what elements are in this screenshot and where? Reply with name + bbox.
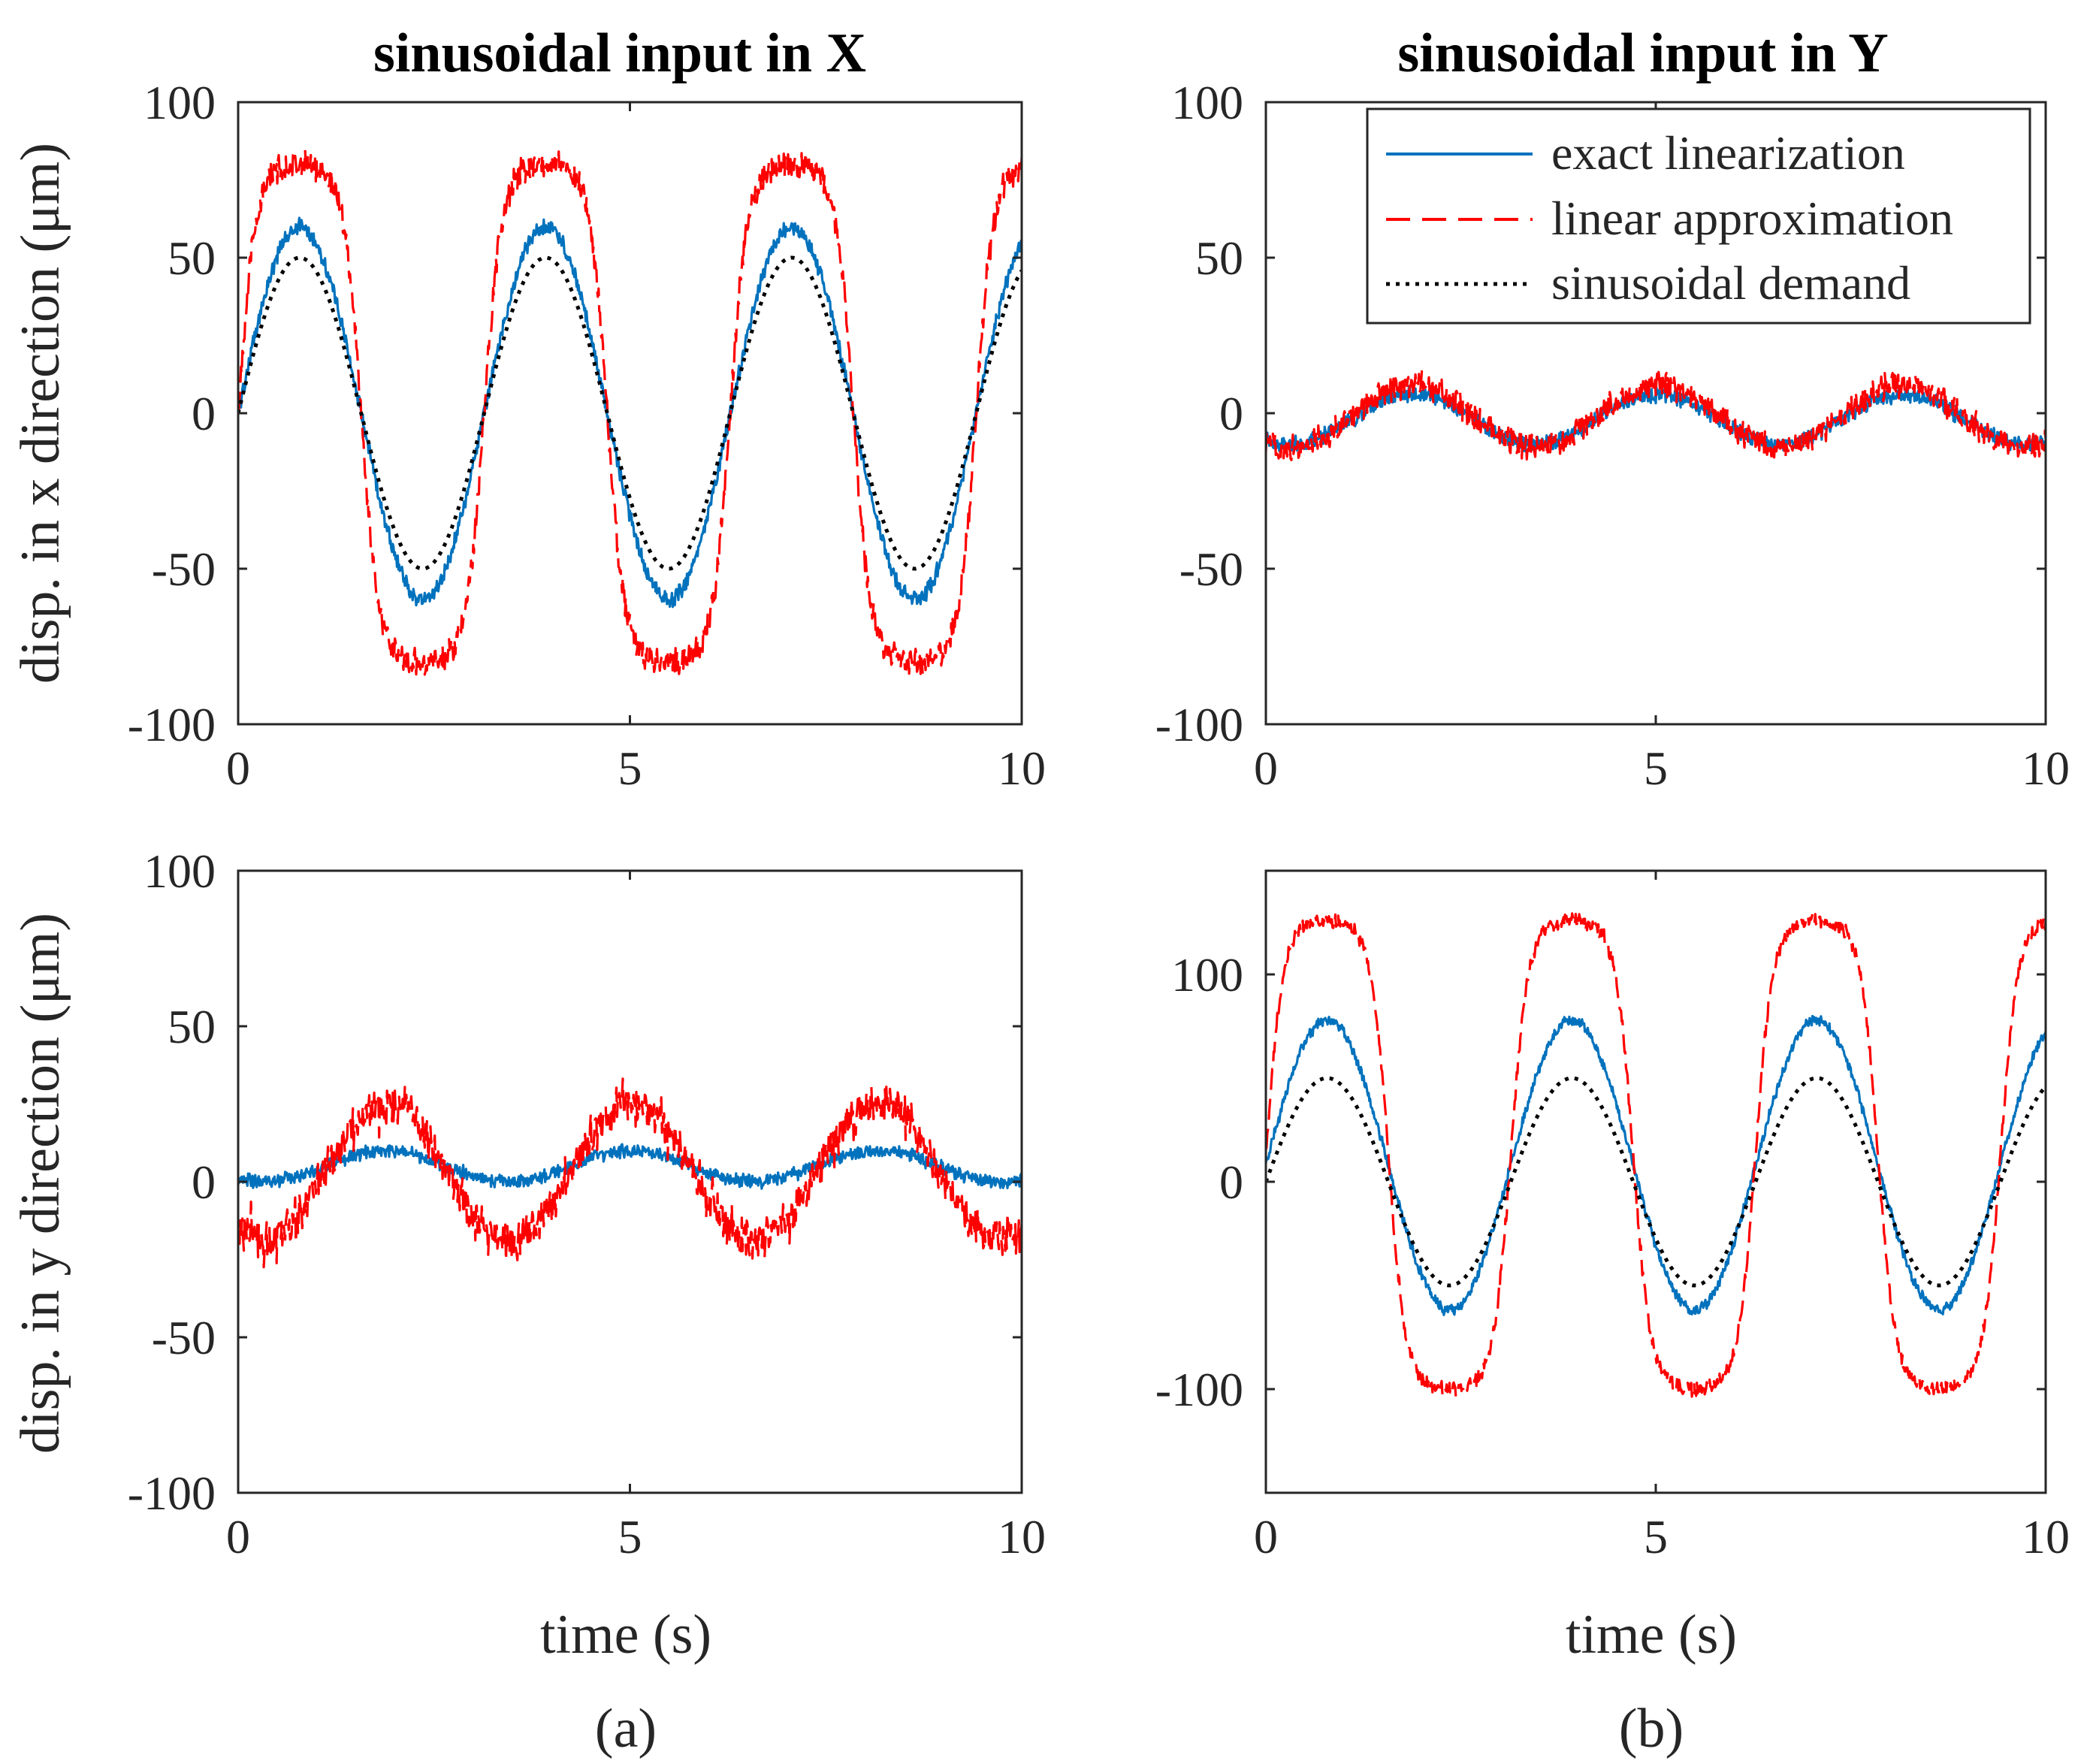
y-tick-label: 0 [1219,387,1243,440]
subfigure-label-b: (b) [1619,1698,1684,1759]
series-line-linear-approximation [238,148,1022,676]
series-line-exact-linearization [238,1143,1022,1190]
y-tick-label: 100 [143,844,216,898]
series-group [238,148,1022,676]
x-tick-label: 0 [226,742,250,795]
x-tick-label: 5 [1644,742,1668,795]
y-tick-label: 50 [1195,231,1243,285]
y-tick-label: 100 [1171,76,1243,129]
series-group [238,1077,1022,1269]
y-tick-label: 50 [168,1000,216,1053]
x-axis-title-b: time (s) [1566,1604,1737,1666]
plot-y-input-y-disp: 0 5 10 100 0 -100 [1155,869,2070,1563]
y-tick-label: -100 [128,1466,216,1520]
series-line-linear-approximation [1266,911,2046,1399]
plot-area [1266,871,2046,1493]
plot-x-input-x-disp: 0 5 10 100 50 0 -50 -100 [128,76,1046,795]
series-line-sinusoidal-demand [238,255,1022,571]
series-line-linear-approximation [1266,370,2046,461]
series-line-exact-linearization [1266,385,2046,453]
plot-x-input-y-disp: 0 5 10 100 50 0 -50 -100 [128,844,1046,1563]
legend-label-exact-linearization: exact linearization [1551,126,1905,180]
x-axis-title-a: time (s) [540,1604,711,1666]
plot-area [238,871,1022,1493]
series-group [1266,370,2046,461]
axes-frame [1264,101,2047,726]
x-tick-label: 0 [1254,1510,1278,1563]
y-tick-label: -100 [1155,698,1243,751]
subfigure-label-a: (a) [595,1698,657,1759]
x-tick-label: 0 [1254,742,1278,795]
plot-area [238,102,1022,724]
series-line-sinusoidal-demand [1266,1076,2046,1288]
x-tick-label: 0 [226,1510,250,1563]
x-tick-label: 10 [998,742,1046,795]
y-tick-label: -100 [128,698,216,751]
series-line-exact-linearization [1266,1014,2046,1316]
x-tick-label: 10 [2022,742,2070,795]
y-tick-label: -50 [1179,542,1243,596]
legend-label-sinusoidal-demand: sinusoidal demand [1551,256,1910,310]
legend-label-linear-approximation: linear approximation [1551,192,1953,245]
y-tick-label: -50 [152,1311,216,1364]
x-tick-label: 10 [2022,1510,2070,1563]
panel-title-a: sinusoidal input in X [373,23,866,84]
y-tick-label: 0 [192,387,216,440]
y-tick-label: 0 [192,1155,216,1209]
legend-box [1366,107,2031,325]
panel-title-b: sinusoidal input in Y [1397,23,1888,84]
axes-frame [237,101,1023,726]
y-tick-label: -50 [152,542,216,596]
y-tick-label: 100 [143,76,216,129]
y-tick-label: 0 [1219,1155,1243,1209]
x-tick-label: 10 [998,1510,1046,1563]
y-axis-title-top: disp. in x direction (μm) [10,143,71,684]
y-tick-label: 50 [168,231,216,285]
y-tick-label: -100 [1155,1363,1243,1416]
y-axis-title-bottom: disp. in y direction (μm) [10,913,71,1454]
axes-frame [1264,869,2047,1494]
y-tick-label: 100 [1171,948,1243,1001]
x-tick-label: 5 [618,1510,642,1563]
series-group [1266,911,2046,1399]
legend: exact linearization linear approximation… [1366,107,2031,325]
x-tick-label: 5 [1644,1510,1668,1563]
series-line-linear-approximation [238,1077,1022,1269]
series-line-exact-linearization [238,216,1022,609]
x-tick-label: 5 [618,742,642,795]
axes-frame [237,869,1023,1494]
